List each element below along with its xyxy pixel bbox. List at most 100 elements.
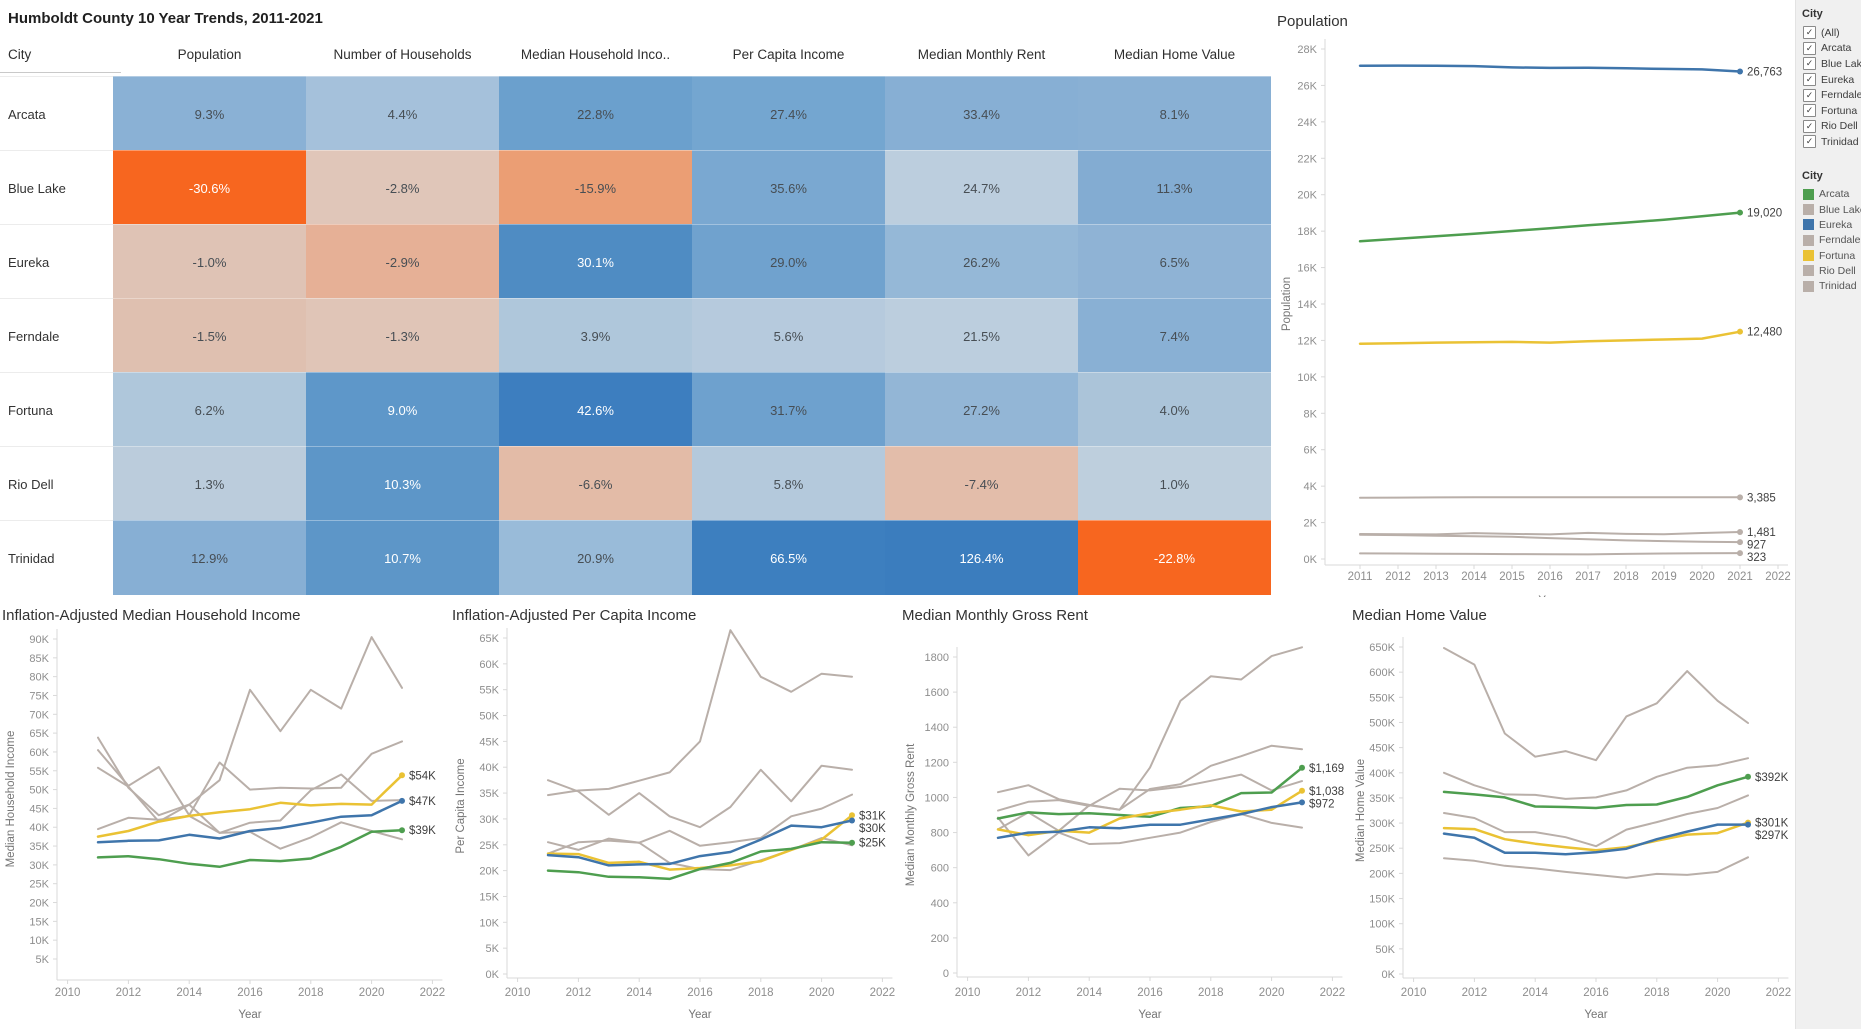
heatmap-cell-ferndale-5[interactable]: 7.4% (1078, 298, 1271, 373)
line-ferndale[interactable] (547, 764, 853, 829)
line-eureka[interactable] (1442, 823, 1750, 856)
heatmap-cell-trinidad-2[interactable]: 20.9% (499, 520, 692, 595)
line-end-dot-arcata[interactable] (399, 827, 405, 834)
legend-item-blue-lake[interactable]: Blue Lake (1796, 202, 1861, 217)
heatmap-cell-arcata-1[interactable]: 4.4% (306, 76, 499, 151)
checkbox-checked-icon[interactable]: ✓ (1803, 41, 1816, 55)
row-label-arcata[interactable]: Arcata (0, 76, 121, 151)
line-end-dot-arcata[interactable] (1737, 209, 1743, 216)
column-header-number-of-households[interactable]: Number of Households (333, 46, 472, 62)
row-label-rio-dell[interactable]: Rio Dell (0, 446, 121, 521)
line-fortuna[interactable] (1358, 330, 1742, 345)
line-eureka[interactable] (546, 819, 854, 867)
checkbox-checked-icon[interactable]: ✓ (1803, 73, 1816, 87)
heatmap-cell-eureka-1[interactable]: -2.9% (306, 224, 499, 299)
line-end-dot-fortuna[interactable] (1299, 787, 1305, 794)
line-trinidad[interactable] (547, 629, 853, 797)
city-filter-option-trinidad[interactable]: ✓ Trinidad (1796, 134, 1861, 150)
row-label-fortuna[interactable]: Fortuna (0, 372, 121, 447)
line-ferndale[interactable] (1443, 757, 1749, 800)
line-end-dot-arcata[interactable] (1745, 773, 1751, 780)
line-arcata[interactable] (1442, 775, 1750, 810)
legend-item-rio-dell[interactable]: Rio Dell (1796, 263, 1861, 278)
line-end-dot-trinidad[interactable] (1737, 550, 1743, 557)
city-filter-option-blue-lake[interactable]: ✓ Blue Lake (1796, 56, 1861, 72)
line-blue-lake[interactable] (547, 793, 853, 851)
heatmap-cell-trinidad-4[interactable]: 126.4% (885, 520, 1078, 595)
column-header-median-household-inco-[interactable]: Median Household Inco.. (520, 46, 671, 62)
line-trinidad[interactable] (1359, 552, 1741, 556)
heatmap-cell-eureka-2[interactable]: 30.1% (499, 224, 692, 299)
line-end-dot-eureka[interactable] (399, 797, 405, 804)
heatmap-cell-ferndale-4[interactable]: 21.5% (885, 298, 1078, 373)
heatmap-cell-arcata-5[interactable]: 8.1% (1078, 76, 1271, 151)
line-end-dot-arcata[interactable] (849, 839, 855, 846)
column-header-median-monthly-rent[interactable]: Median Monthly Rent (917, 46, 1046, 62)
heatmap-cell-fortuna-0[interactable]: 6.2% (113, 372, 306, 447)
column-header-median-home-value[interactable]: Median Home Value (1113, 46, 1236, 62)
row-label-trinidad[interactable]: Trinidad (0, 520, 121, 595)
line-end-dot-ferndale[interactable] (1737, 529, 1743, 536)
column-header-per-capita-income[interactable]: Per Capita Income (732, 46, 845, 62)
line-fortuna[interactable] (1442, 821, 1750, 852)
line-arcata[interactable] (1358, 211, 1742, 243)
heatmap-cell-fortuna-1[interactable]: 9.0% (306, 372, 499, 447)
heatmap-cell-blue-lake-1[interactable]: -2.8% (306, 150, 499, 225)
line-end-dot-blue-lake[interactable] (1737, 539, 1743, 546)
heatmap-cell-trinidad-1[interactable]: 10.7% (306, 520, 499, 595)
heatmap-cell-arcata-4[interactable]: 33.4% (885, 76, 1078, 151)
line-fortuna[interactable] (96, 774, 404, 838)
heatmap-cell-blue-lake-2[interactable]: -15.9% (499, 150, 692, 225)
heatmap-cell-rio-dell-4[interactable]: -7.4% (885, 446, 1078, 521)
checkbox-checked-icon[interactable]: ✓ (1803, 119, 1816, 133)
line-rio-dell[interactable] (547, 837, 853, 872)
legend-item-trinidad[interactable]: Trinidad (1796, 279, 1861, 294)
heatmap-cell-trinidad-0[interactable]: 12.9% (113, 520, 306, 595)
line-eureka[interactable] (1358, 64, 1742, 73)
line-rio-dell[interactable] (1359, 496, 1741, 499)
line-end-dot-eureka[interactable] (1737, 68, 1743, 75)
line-trinidad[interactable] (1443, 647, 1749, 762)
line-blue-lake[interactable] (997, 744, 1303, 811)
line-ferndale[interactable] (1359, 531, 1741, 536)
line-end-dot-eureka[interactable] (1299, 799, 1305, 806)
heatmap-cell-fortuna-3[interactable]: 31.7% (692, 372, 885, 447)
checkbox-checked-icon[interactable]: ✓ (1803, 135, 1816, 149)
legend-item-fortuna[interactable]: Fortuna (1796, 248, 1861, 263)
city-filter-option-fortuna[interactable]: ✓ Fortuna (1796, 103, 1861, 119)
heatmap-cell-eureka-3[interactable]: 29.0% (692, 224, 885, 299)
line-blue-lake[interactable] (1443, 794, 1749, 848)
column-header-population[interactable]: Population (177, 46, 242, 62)
heatmap-cell-ferndale-2[interactable]: 3.9% (499, 298, 692, 373)
row-label-blue-lake[interactable]: Blue Lake (0, 150, 121, 225)
checkbox-checked-icon[interactable]: ✓ (1803, 104, 1816, 118)
checkbox-checked-icon[interactable]: ✓ (1803, 88, 1816, 102)
heatmap-cell-rio-dell-2[interactable]: -6.6% (499, 446, 692, 521)
line-end-dot-fortuna[interactable] (849, 812, 855, 819)
heatmap-cell-eureka-5[interactable]: 6.5% (1078, 224, 1271, 299)
line-arcata[interactable] (546, 840, 854, 881)
heatmap-cell-rio-dell-1[interactable]: 10.3% (306, 446, 499, 521)
heatmap-cell-ferndale-3[interactable]: 5.6% (692, 298, 885, 373)
row-label-eureka[interactable]: Eureka (0, 224, 121, 299)
legend-item-eureka[interactable]: Eureka (1796, 217, 1861, 232)
heatmap-cell-blue-lake-0[interactable]: -30.6% (113, 150, 306, 225)
legend-item-arcata[interactable]: Arcata (1796, 187, 1861, 202)
city-filter-option--all-[interactable]: ✓ (All) (1796, 25, 1861, 41)
city-filter-option-ferndale[interactable]: ✓ Ferndale (1796, 87, 1861, 103)
heatmap-cell-arcata-0[interactable]: 9.3% (113, 76, 306, 151)
heatmap-cell-blue-lake-3[interactable]: 35.6% (692, 150, 885, 225)
legend-item-ferndale[interactable]: Ferndale (1796, 233, 1861, 248)
line-trinidad[interactable] (997, 646, 1303, 832)
line-arcata[interactable] (996, 766, 1304, 820)
city-filter-option-eureka[interactable]: ✓ Eureka (1796, 72, 1861, 88)
line-end-dot-eureka[interactable] (1745, 821, 1751, 828)
heatmap-cell-arcata-3[interactable]: 27.4% (692, 76, 885, 151)
heatmap-cell-rio-dell-0[interactable]: 1.3% (113, 446, 306, 521)
heatmap-cell-ferndale-0[interactable]: -1.5% (113, 298, 306, 373)
heatmap-cell-blue-lake-4[interactable]: 24.7% (885, 150, 1078, 225)
heatmap-cell-trinidad-5[interactable]: -22.8% (1078, 520, 1271, 595)
line-end-dot-arcata[interactable] (1299, 764, 1305, 771)
row-label-ferndale[interactable]: Ferndale (0, 298, 121, 373)
line-ferndale[interactable] (997, 773, 1303, 812)
